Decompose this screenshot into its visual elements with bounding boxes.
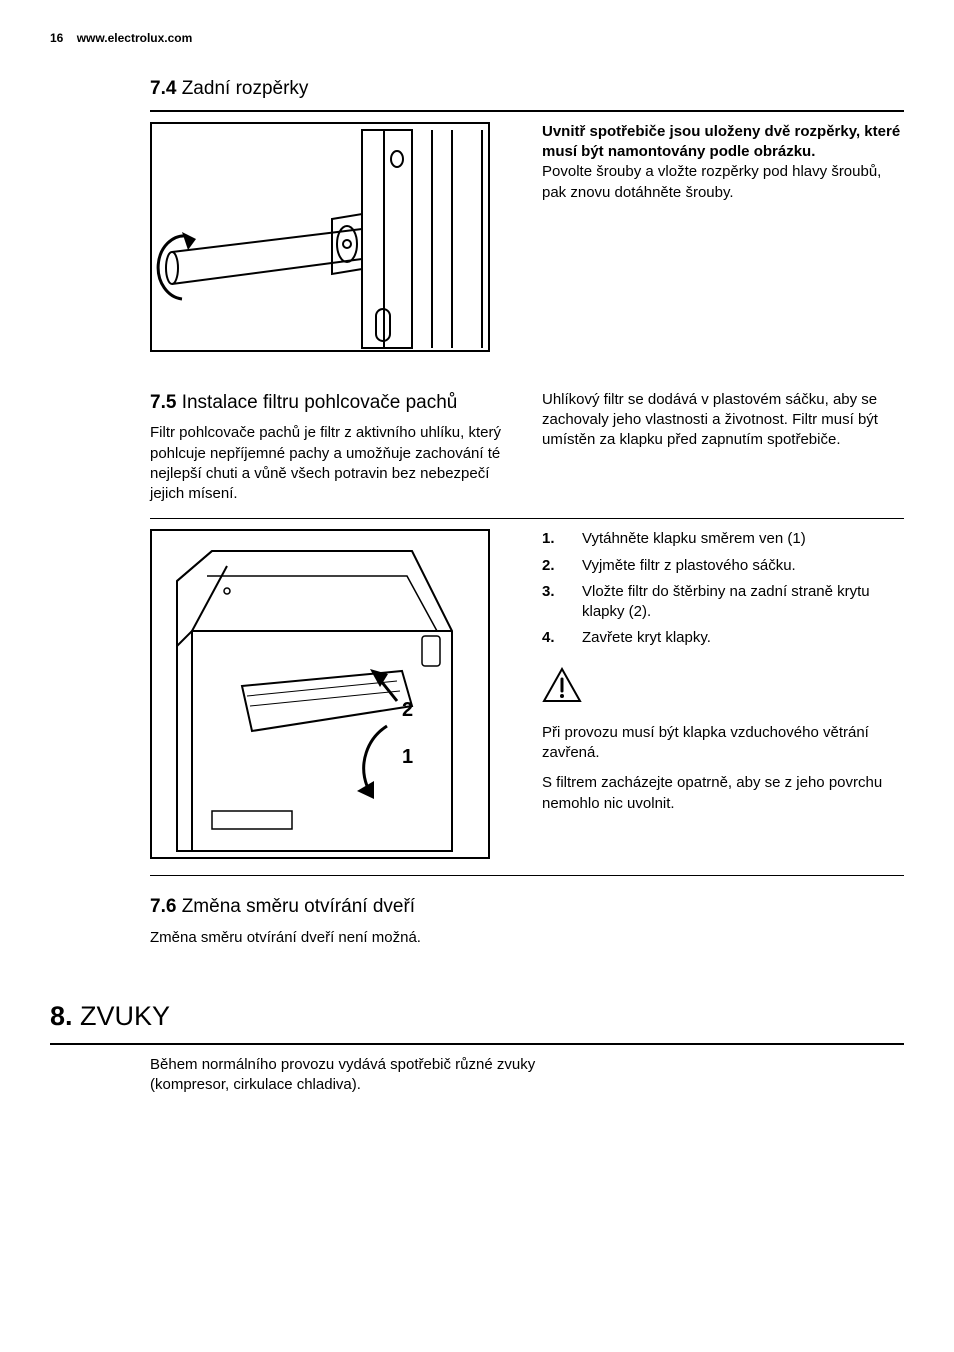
step-item: 1. Vytáhněte klapku směrem ven (1) xyxy=(542,529,904,549)
divider xyxy=(150,875,904,876)
section-number: 7.5 xyxy=(150,392,176,413)
warning-text-2: S filtrem zacházejte opatrně, aby se z j… xyxy=(542,773,904,814)
step-item: 2. Vyjměte filtr z plastového sáčku. xyxy=(542,556,904,576)
bold-instruction: Uvnitř spotřebiče jsou uloženy dvě rozpě… xyxy=(542,123,900,160)
step-item: 4. Zavřete kryt klapky. xyxy=(542,628,904,648)
chap8-text: Během normálního provozu vydává spotřebi… xyxy=(150,1055,570,1096)
section-7-5-header-row: 7.5 Instalace filtru pohlcovače pachů Fi… xyxy=(150,372,904,515)
sec75-right-para: Uhlíkový filtr se dodává v plastovém sáč… xyxy=(542,390,904,451)
warning-text-1: Při provozu musí být klapka vzduchového … xyxy=(542,723,904,764)
step-item: 3. Vložte filtr do štěrbiny na zadní stra… xyxy=(542,582,904,623)
step-num: 2. xyxy=(542,556,562,576)
section-heading: Instalace filtru pohlcovače pachů xyxy=(182,392,458,413)
label-2: 2 xyxy=(402,699,413,721)
sec75-left-para: Filtr pohlcovače pachů je filtr z aktivn… xyxy=(150,423,512,504)
figure-7-4 xyxy=(150,122,512,352)
chap8-body: Během normálního provozu vydává spotřebi… xyxy=(150,1055,570,1096)
section-heading: Zadní rozpěrky xyxy=(182,78,309,99)
section-7-4-text: Uvnitř spotřebiče jsou uloženy dvě rozpě… xyxy=(542,122,904,352)
divider xyxy=(150,518,904,519)
step-text: Zavřete kryt klapky. xyxy=(582,628,711,648)
step-text: Vytáhněte klapku směrem ven (1) xyxy=(582,529,806,549)
step-num: 4. xyxy=(542,628,562,648)
section-7-4-title: 7.4 Zadní rozpěrky xyxy=(150,76,904,102)
step-num: 3. xyxy=(542,582,562,623)
section-heading: Změna směru otvírání dveří xyxy=(182,896,415,917)
section-7-6-title: 7.6 Změna směru otvírání dveří xyxy=(150,894,904,920)
page-header: 16 www.electrolux.com xyxy=(50,30,904,46)
step-num: 1. xyxy=(542,529,562,549)
page-number: 16 xyxy=(50,30,63,46)
divider xyxy=(150,110,904,112)
filter-svg: 2 1 xyxy=(152,531,490,859)
header-url: www.electrolux.com xyxy=(77,31,193,45)
figure-7-5: 2 1 xyxy=(150,529,512,859)
section-number: 7.4 xyxy=(150,78,176,99)
section-number: 7.6 xyxy=(150,896,176,917)
spacer-svg xyxy=(152,124,490,352)
warning-icon xyxy=(542,667,904,709)
chapter-8-title: 8. ZVUKY xyxy=(50,998,904,1034)
section-7-5-body: 2 1 1. Vytáhněte klapku směrem ven (1) 2.… xyxy=(150,529,904,859)
step-text: Vyjměte filtr z plastového sáčku. xyxy=(582,556,796,576)
step-text: Vložte filtr do štěrbiny na zadní straně… xyxy=(582,582,904,623)
chapter-heading: ZVUKY xyxy=(80,1001,170,1031)
filter-diagram: 2 1 xyxy=(150,529,490,859)
sec75-steps-col: 1. Vytáhněte klapku směrem ven (1) 2. Vyjm… xyxy=(542,529,904,859)
filter-steps: 1. Vytáhněte klapku směrem ven (1) 2. Vyjm… xyxy=(542,529,904,648)
label-1: 1 xyxy=(402,746,413,768)
divider xyxy=(50,1043,904,1045)
section-7-4-body: Uvnitř spotřebiče jsou uloženy dvě rozpě… xyxy=(150,122,904,352)
instruction-text: Povolte šrouby a vložte rozpěrky pod hla… xyxy=(542,163,881,200)
spacer-diagram xyxy=(150,122,490,352)
chapter-number: 8. xyxy=(50,1001,73,1031)
section-7-5-title: 7.5 Instalace filtru pohlcovače pachů xyxy=(150,390,512,416)
sec76-text: Změna směru otvírání dveří není možná. xyxy=(150,928,570,948)
